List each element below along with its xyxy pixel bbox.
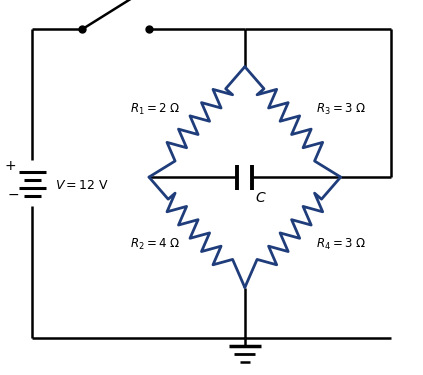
- Text: $R_1 = 2\ \Omega$: $R_1 = 2\ \Omega$: [130, 102, 180, 117]
- Text: +: +: [5, 159, 16, 173]
- Text: $R_3 = 3\ \Omega$: $R_3 = 3\ \Omega$: [316, 102, 366, 117]
- Text: $C$: $C$: [255, 191, 266, 205]
- Text: $R_4 = 3\ \Omega$: $R_4 = 3\ \Omega$: [316, 237, 366, 252]
- Text: $V = 12\ \mathrm{V}$: $V = 12\ \mathrm{V}$: [55, 179, 110, 192]
- Text: −: −: [8, 188, 19, 202]
- Text: $R_2 = 4\ \Omega$: $R_2 = 4\ \Omega$: [130, 237, 180, 252]
